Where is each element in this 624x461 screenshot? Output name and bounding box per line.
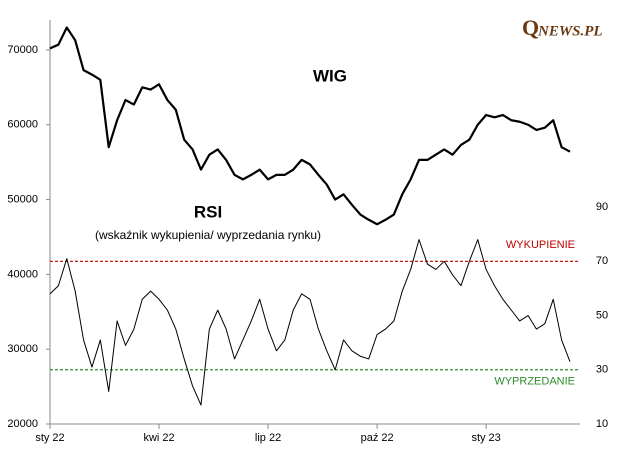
logo-initial: Q (522, 15, 539, 40)
series-line (49, 26, 571, 226)
series-line (49, 239, 571, 406)
y2-tick-label: 90 (596, 201, 608, 213)
x-tick-label: sty 23 (471, 432, 500, 444)
reference-label: WYKUPIENIE (506, 239, 575, 251)
x-tick-label: sty 22 (35, 432, 64, 444)
y-tick-label: 20000 (7, 418, 38, 430)
y2-tick-label: 30 (596, 364, 608, 376)
series-label: WIG (313, 66, 347, 85)
y2-tick-label: 10 (596, 418, 608, 430)
y2-tick-label: 70 (596, 255, 608, 267)
y-tick-label: 60000 (7, 119, 38, 131)
y-tick-label: 70000 (7, 44, 38, 56)
logo-text: NEWS.PL (537, 23, 603, 39)
y-tick-label: 40000 (7, 268, 38, 280)
x-tick-label: lip 22 (255, 432, 281, 444)
annotation: (wskaźnik wykupienia/ wyprzedania rynku) (95, 228, 321, 242)
x-tick-label: paź 22 (361, 432, 394, 444)
reference-label: WYPRZEDANIE (494, 376, 575, 388)
y-tick-label: 30000 (7, 343, 38, 355)
y2-tick-label: 50 (596, 309, 608, 321)
x-tick-label: kwi 22 (143, 432, 174, 444)
y-tick-label: 50000 (7, 193, 38, 205)
series-label: RSI (194, 202, 222, 221)
